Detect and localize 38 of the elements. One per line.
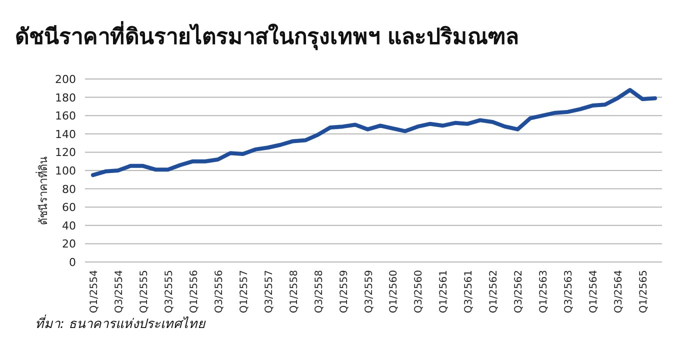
x-tick-label: Q1/2555 xyxy=(138,270,150,314)
x-tick-label: Q1/2558 xyxy=(288,270,300,314)
y-tick-label: 40 xyxy=(62,219,76,232)
x-tick-label: Q1/2563 xyxy=(538,270,550,314)
x-tick-label: Q1/2559 xyxy=(338,270,350,314)
x-tick-label: Q3/2557 xyxy=(264,270,275,314)
x-tick-label: Q3/2564 xyxy=(614,270,625,314)
text: ที่มา: ธนาคารแห่งประเทศไทย xyxy=(35,314,207,332)
x-tick-label: Q3/2555 xyxy=(164,270,175,314)
x-tick-label: Q1/2561 xyxy=(438,270,450,314)
y-tick-label: 200 xyxy=(55,73,76,86)
y-tick-label: 180 xyxy=(55,91,76,104)
x-tick-label: Q3/2558 xyxy=(314,270,325,314)
y-tick-label: 100 xyxy=(55,164,76,178)
chart-title: ดัชนีราคาที่ดินรายไตรมาสในกรุงเทพฯ และปริมณฑล xyxy=(15,20,519,51)
x-tick-label: Q1/2554 xyxy=(89,270,100,314)
x-tick-label: Q1/2564 xyxy=(588,270,600,314)
x-tick-label: Q1/2557 xyxy=(238,270,250,314)
x-tick-label: Q1/2556 xyxy=(188,270,200,314)
line-series xyxy=(91,88,657,178)
x-tick-label: Q3/2563 xyxy=(564,270,575,314)
y-tick-label: 20 xyxy=(62,238,76,251)
x-tick-label: Q1/2565 xyxy=(638,270,650,314)
x-tick-label: Q3/2562 xyxy=(514,270,525,314)
x-tick-label: Q3/2554 xyxy=(114,270,125,314)
x-tick-label: Q3/2560 xyxy=(414,270,425,314)
x-tick-label: Q3/2559 xyxy=(364,270,375,314)
x-tick-label: Q1/2562 xyxy=(488,270,500,314)
x-tick-label: Q3/2556 xyxy=(214,270,225,314)
y-tick-label: 80 xyxy=(62,182,76,196)
y-tick-label: 140 xyxy=(55,128,76,141)
y-tick-label: 60 xyxy=(62,201,76,214)
y-tick-label: 160 xyxy=(55,110,76,123)
x-tick-label: Q3/2561 xyxy=(464,270,475,314)
x-tick-label: Q1/2560 xyxy=(388,270,400,314)
y-axis-title: ดัชนีราคาที่ดิน xyxy=(35,156,50,225)
y-tick-label: 0 xyxy=(69,256,76,269)
y-tick-label: 120 xyxy=(55,146,76,160)
